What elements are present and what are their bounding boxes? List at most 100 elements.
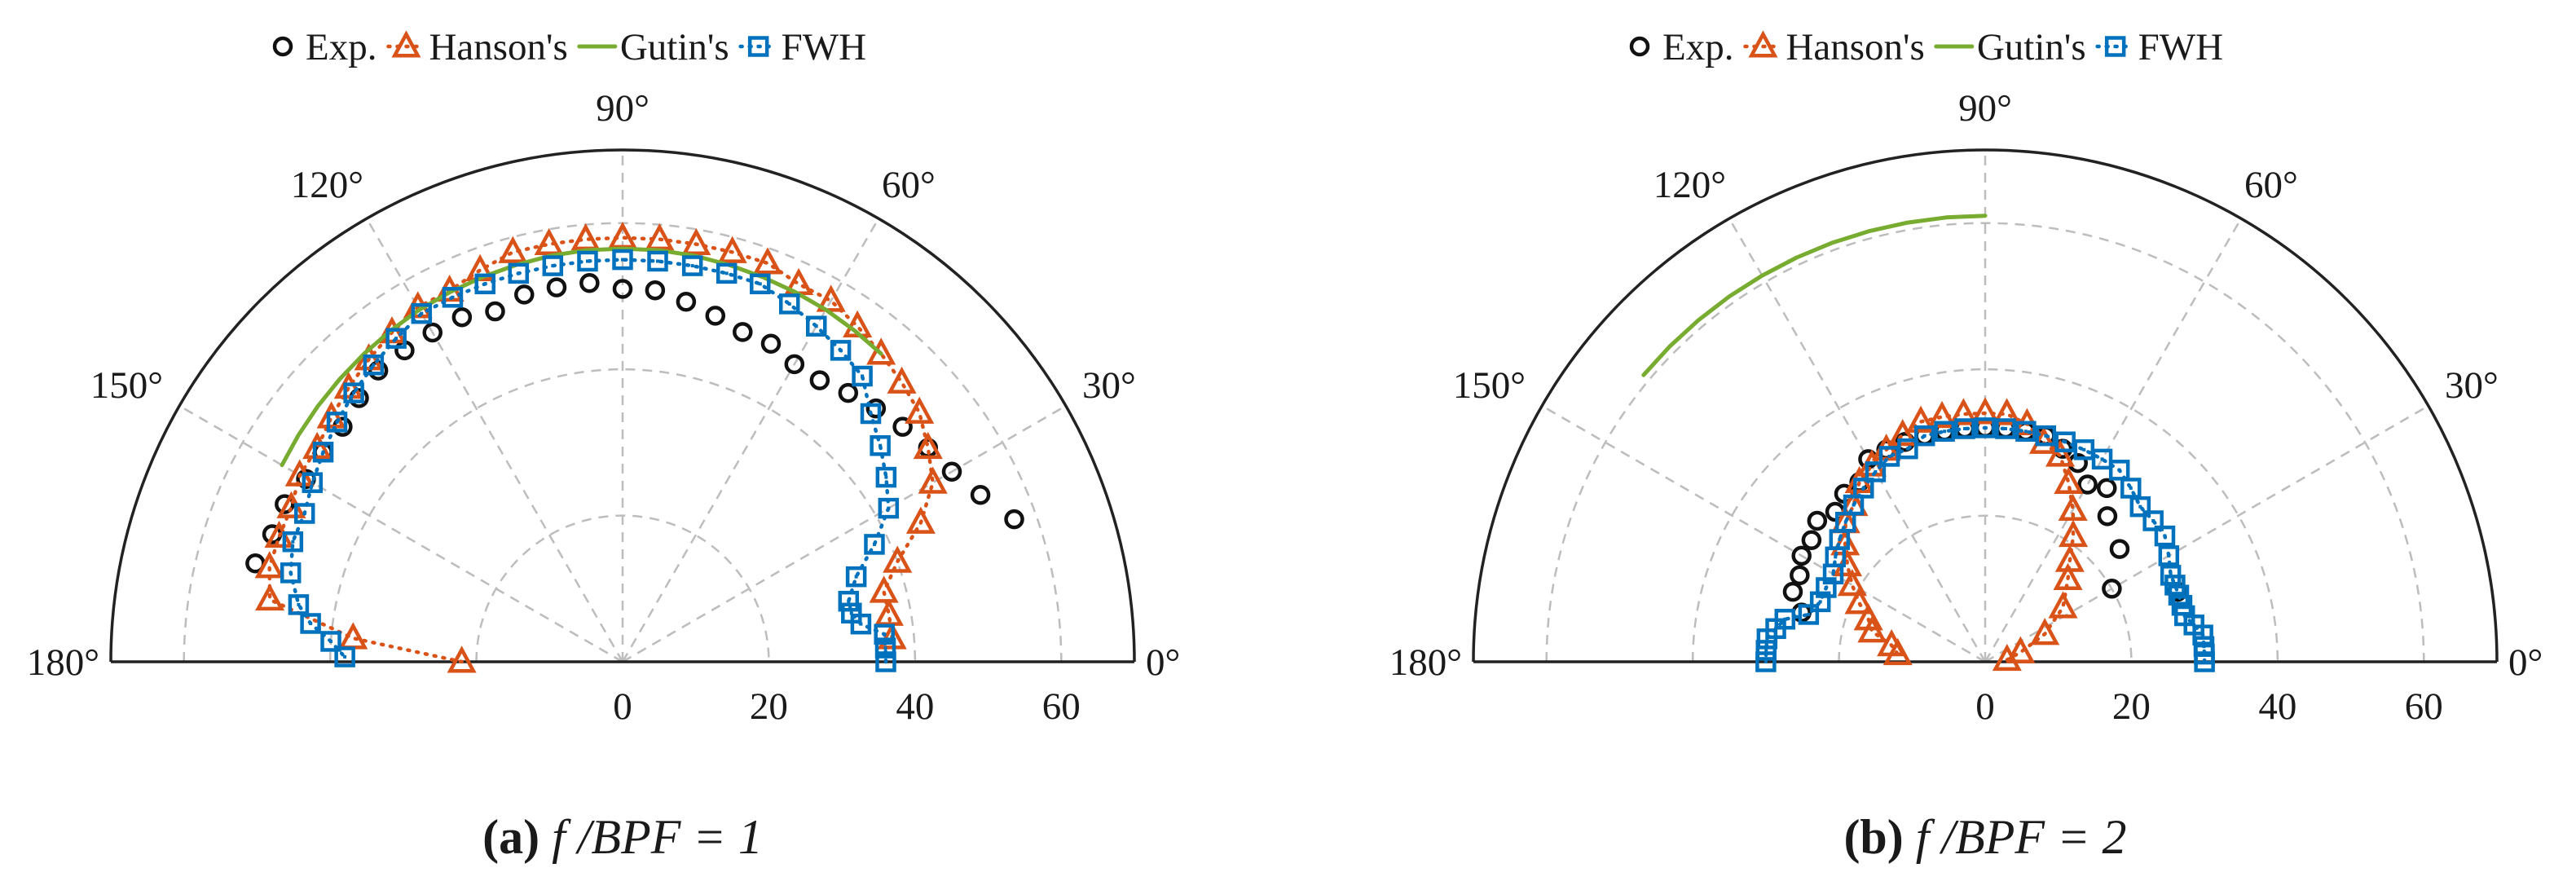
angle-label-60: 60° xyxy=(2244,164,2298,206)
point-exp xyxy=(892,416,913,437)
point-hanson xyxy=(2054,544,2085,572)
point-fwh xyxy=(864,534,885,555)
angle-label-180: 180° xyxy=(27,641,99,684)
point-hanson xyxy=(2059,519,2089,548)
point-fwh xyxy=(2108,460,2130,481)
point-hanson xyxy=(498,236,528,263)
legend-label-hanson: Hanson's xyxy=(1786,26,1924,68)
point-fwh xyxy=(577,250,598,272)
point-hanson xyxy=(1882,637,1913,666)
radial-tick-60: 60 xyxy=(1042,685,1081,728)
point-fwh xyxy=(805,315,827,337)
point-fwh xyxy=(874,637,896,659)
legend-swatch-marker xyxy=(747,36,769,57)
legend-label-fwh: FWH xyxy=(2138,26,2223,68)
point-exp xyxy=(1791,545,1812,566)
point-exp xyxy=(422,322,443,343)
angle-label-30: 30° xyxy=(1082,364,1136,407)
point-exp xyxy=(451,306,473,328)
caption-label: (a) xyxy=(482,810,539,864)
point-fwh xyxy=(2160,565,2182,586)
point-fwh xyxy=(2158,545,2180,566)
point-hanson xyxy=(717,236,747,263)
polar-boundary xyxy=(109,148,1136,663)
point-hanson xyxy=(905,506,936,534)
point-fwh xyxy=(508,262,530,284)
point-exp xyxy=(2097,506,2118,526)
point-fwh xyxy=(716,262,738,284)
point-fwh xyxy=(2120,478,2142,499)
series-hanson xyxy=(1830,397,2089,672)
point-hanson xyxy=(2045,439,2076,467)
point-hanson xyxy=(1844,587,1874,614)
point-fwh xyxy=(320,631,341,652)
point-exp xyxy=(579,273,600,293)
point-hanson xyxy=(2054,466,2084,494)
point-fwh xyxy=(875,651,896,672)
angle-label-120: 120° xyxy=(291,164,363,206)
point-exp xyxy=(784,354,805,375)
point-hanson xyxy=(866,337,896,365)
legend-swatch-marker xyxy=(272,36,293,57)
radial-tick-20: 20 xyxy=(750,685,788,728)
point-fwh xyxy=(442,287,464,308)
point-fwh xyxy=(681,255,703,276)
point-fwh xyxy=(750,273,771,295)
point-hanson xyxy=(447,645,477,673)
legend-label-exp: Exp. xyxy=(1662,26,1733,68)
point-exp xyxy=(809,370,830,390)
point-fwh xyxy=(411,302,433,324)
caption-text: f /BPF = 2 xyxy=(1904,810,2127,864)
legend-swatch-marker xyxy=(1629,36,1650,57)
point-fwh xyxy=(1913,425,1935,447)
point-hanson xyxy=(887,366,917,394)
point-hanson xyxy=(1837,569,1867,597)
legend: Exp. Hanson's Gutin's FWH xyxy=(272,26,866,68)
legend-item-hanson: Hanson's xyxy=(386,26,568,68)
point-hanson xyxy=(1906,405,1936,433)
point-exp xyxy=(645,280,666,301)
point-hanson xyxy=(877,622,907,650)
series-line-hanson xyxy=(267,236,935,664)
point-exp xyxy=(1807,510,1828,531)
point-fwh xyxy=(2035,425,2057,447)
panel-caption: (a) f /BPF = 1 xyxy=(482,810,763,864)
point-fwh xyxy=(363,355,385,376)
legend-item-fwh: FWH xyxy=(738,26,866,68)
point-fwh xyxy=(1755,651,1777,672)
point-fwh xyxy=(1934,421,1955,443)
point-fwh xyxy=(845,566,867,588)
point-exp xyxy=(2096,478,2117,499)
point-hanson xyxy=(2006,636,2036,663)
point-exp xyxy=(2077,474,2098,495)
legend-label-gutin: Gutin's xyxy=(1977,26,2086,68)
legend-swatch-marker xyxy=(391,30,421,58)
polar-panel-b: 0° 30° 60° 90° 120° 150° 180° 0 20 40 60 Exp. Hanson… xyxy=(1389,26,2543,864)
radial-tick-0: 0 xyxy=(613,685,632,728)
caption-label: (b) xyxy=(1843,810,1903,864)
point-hanson xyxy=(1992,643,2022,672)
point-fwh xyxy=(838,590,860,612)
point-hanson xyxy=(2053,562,2083,590)
point-exp xyxy=(1782,581,1803,602)
point-hanson xyxy=(1949,398,1979,425)
series-line-hanson xyxy=(1843,411,2076,662)
point-fwh xyxy=(2091,448,2113,470)
legend-label-exp: Exp. xyxy=(306,26,376,68)
point-fwh xyxy=(860,403,882,425)
point-fwh xyxy=(293,503,315,524)
point-hanson xyxy=(302,431,332,460)
point-hanson xyxy=(1992,398,2022,425)
legend-item-hanson: Hanson's xyxy=(1743,26,1925,68)
point-fwh xyxy=(542,255,564,276)
point-fwh xyxy=(1954,418,1975,439)
point-fwh xyxy=(1995,418,2016,439)
angle-label-90: 90° xyxy=(596,87,650,130)
legend-item-gutin: Gutin's xyxy=(577,26,729,68)
angle-label-0: 0° xyxy=(1146,641,1180,684)
point-exp xyxy=(838,382,859,403)
point-fwh xyxy=(870,434,891,456)
point-fwh xyxy=(612,249,633,271)
point-hanson xyxy=(1857,615,1887,643)
